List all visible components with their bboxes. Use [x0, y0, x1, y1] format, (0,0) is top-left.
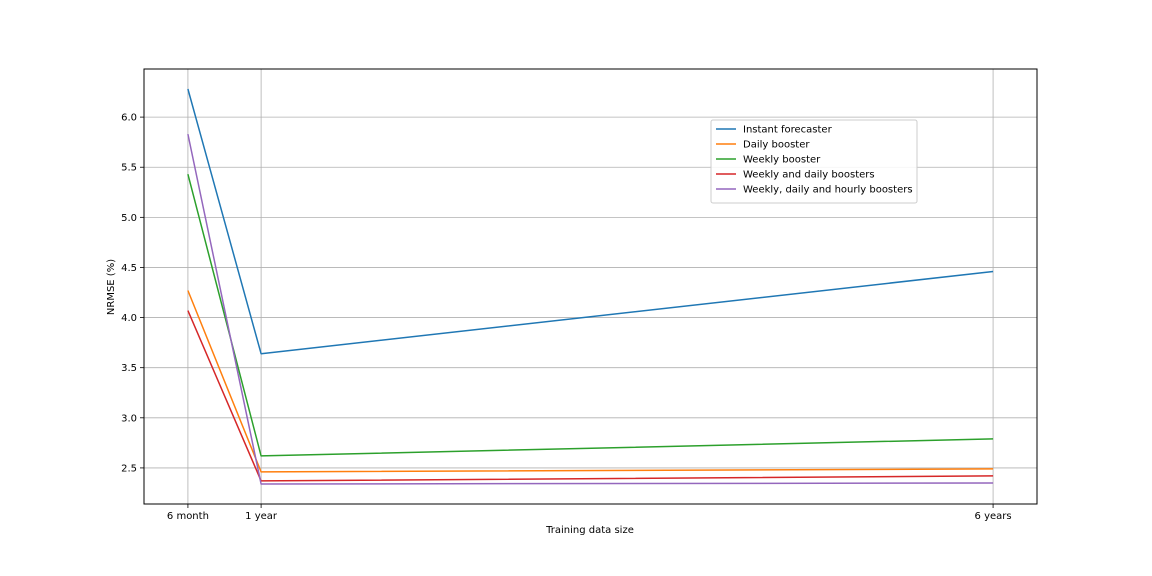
y-tick-label: 5.5	[121, 163, 137, 174]
y-tick-label: 3.5	[121, 363, 137, 374]
y-tick-label: 4.0	[121, 313, 137, 324]
series-line	[187, 133, 994, 485]
legend-entry-label: Daily booster	[743, 140, 810, 151]
y-axis-label: NRMSE (%)	[106, 259, 117, 315]
series-lines	[187, 88, 994, 485]
y-tick-label: 2.5	[121, 463, 137, 474]
legend-entry-label: Weekly, daily and hourly boosters	[743, 185, 913, 196]
plot-frame	[143, 68, 1038, 505]
y-tick-label: 4.5	[121, 263, 137, 274]
x-tick-label: 6 years	[975, 511, 1012, 522]
y-tick-label: 5.0	[121, 213, 137, 224]
legend-entry-label: Weekly booster	[743, 155, 821, 166]
legend-entry-label: Instant forecaster	[743, 125, 833, 136]
x-axis-label: Training data size	[545, 525, 634, 536]
series-line	[187, 290, 994, 473]
series-line	[187, 174, 994, 457]
legend: Instant forecaster Daily booster Weekly bo…	[710, 119, 918, 204]
legend-entry-label: Weekly and daily boosters	[743, 170, 875, 181]
series-line	[187, 88, 994, 355]
legend-box	[710, 119, 918, 204]
grid-lines	[144, 69, 1037, 504]
x-tick-label: 1 year	[245, 511, 278, 522]
axis-ticks: 2.5 3.0 3.5 4.0 4.5 5.0 5.5 6.0 6 month 1 year 6 y…	[121, 113, 1012, 522]
y-tick-label: 3.0	[121, 413, 137, 424]
y-tick-label: 6.0	[121, 113, 137, 124]
x-tick-label: 6 month	[167, 511, 209, 522]
